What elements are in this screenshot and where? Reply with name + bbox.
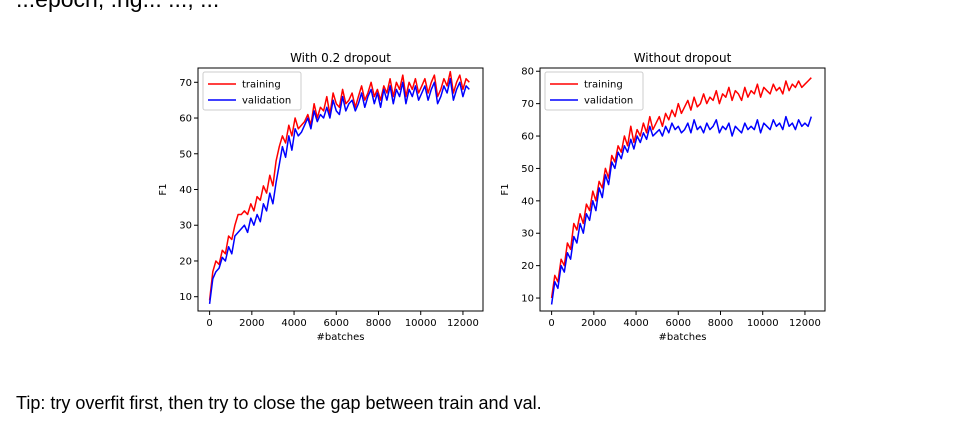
chart-left-ytick-label-50: 50 bbox=[179, 149, 192, 160]
chart-right-xtick-label-4000: 4000 bbox=[623, 318, 648, 329]
chart-right-ytick-label-10: 10 bbox=[521, 294, 534, 305]
chart-right-xtick-label-6000: 6000 bbox=[666, 318, 691, 329]
chart-right-ytick-label-50: 50 bbox=[521, 164, 534, 175]
chart-left-xlabel: #batches bbox=[317, 332, 365, 343]
chart-left-legend-label-training: training bbox=[242, 80, 281, 91]
chart-right: Without dropout 0 2000 4000 6000 8000 10000 120… bbox=[500, 51, 826, 343]
chart-left-legend-label-validation: validation bbox=[242, 96, 291, 107]
chart-left: With 0.2 dropout 0 2000 4000 6000 8000 10000 12… bbox=[158, 51, 484, 343]
chart-right-xtick-label-0: 0 bbox=[548, 318, 554, 329]
chart-right-ytick-label-60: 60 bbox=[521, 132, 534, 143]
chart-left-ytick-label-20: 20 bbox=[179, 256, 192, 267]
chart-left-xtick-label-6000: 6000 bbox=[324, 318, 349, 329]
top-text: ...epoch, .ng... ..., ... bbox=[16, 0, 219, 13]
chart-right-ytick-label-30: 30 bbox=[521, 229, 534, 240]
chart-left-xtick-label-10000: 10000 bbox=[405, 318, 437, 329]
charts-figure: With 0.2 dropout 0 2000 4000 6000 8000 10000 12… bbox=[158, 51, 826, 343]
chart-right-legend-label-validation: validation bbox=[584, 96, 633, 107]
chart-right-xtick-label-12000: 12000 bbox=[789, 318, 821, 329]
chart-right-legend: training validation bbox=[544, 71, 644, 111]
chart-right-series-validation bbox=[550, 115, 813, 305]
chart-left-xtick-label-8000: 8000 bbox=[366, 318, 391, 329]
chart-left-ylabel: F1 bbox=[158, 183, 169, 195]
chart-left-xtick-label-12000: 12000 bbox=[447, 318, 479, 329]
chart-right-xlabel: #batches bbox=[659, 332, 707, 343]
chart-right-ytick-label-40: 40 bbox=[521, 196, 534, 207]
chart-right-xtick-label-8000: 8000 bbox=[708, 318, 733, 329]
chart-left-ytick-label-60: 60 bbox=[179, 114, 192, 125]
chart-right-series-training bbox=[550, 77, 812, 299]
chart-right-ylabel: F1 bbox=[500, 183, 511, 195]
chart-right-ytick-label-80: 80 bbox=[521, 67, 534, 78]
chart-left-ytick-label-10: 10 bbox=[179, 292, 192, 303]
chart-left-legend: training validation bbox=[202, 71, 302, 111]
chart-right-title: Without dropout bbox=[634, 51, 732, 65]
chart-left-series-validation bbox=[208, 77, 470, 304]
chart-left-series-training bbox=[208, 70, 470, 301]
chart-left-xtick-label-4000: 4000 bbox=[281, 318, 306, 329]
chart-left-xtick-label-0: 0 bbox=[206, 318, 212, 329]
chart-left-ytick-label-30: 30 bbox=[179, 221, 192, 232]
chart-left-ytick-label-70: 70 bbox=[179, 78, 192, 89]
chart-right-xtick-label-10000: 10000 bbox=[747, 318, 779, 329]
chart-right-ytick-label-70: 70 bbox=[521, 99, 534, 110]
chart-left-xtick-label-2000: 2000 bbox=[239, 318, 264, 329]
chart-left-title: With 0.2 dropout bbox=[290, 51, 391, 65]
chart-right-ytick-label-20: 20 bbox=[521, 261, 534, 272]
tip-text: Tip: try overfit first, then try to clos… bbox=[16, 393, 542, 413]
chart-left-ytick-label-40: 40 bbox=[179, 185, 192, 196]
chart-right-xtick-label-2000: 2000 bbox=[581, 318, 606, 329]
chart-right-legend-label-training: training bbox=[584, 80, 623, 91]
